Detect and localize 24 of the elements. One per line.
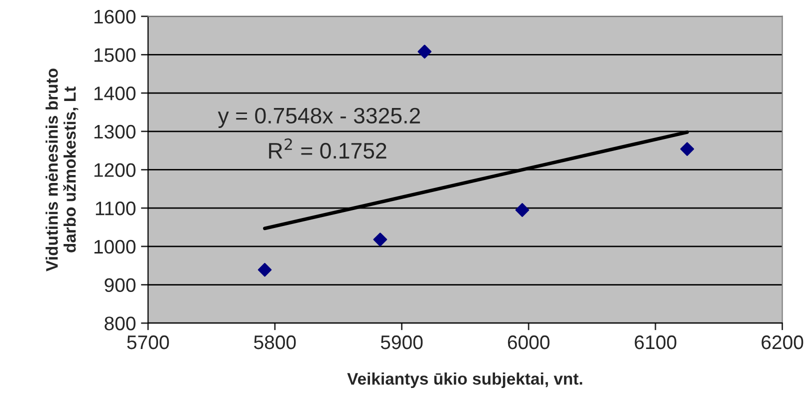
point xyxy=(680,142,694,156)
y-tick-label: 1300 xyxy=(94,124,136,139)
annotation: y = 0.7548x - 3325.2 xyxy=(218,108,420,128)
x-tick-label: 5700 xyxy=(127,335,169,350)
x-tick-label: 6200 xyxy=(762,335,804,350)
x-tick-label: 6100 xyxy=(634,335,676,350)
x-axis-title: Veikiantys ūkio subjektai, vnt. xyxy=(347,372,582,388)
y-tick-label: 1400 xyxy=(94,86,136,100)
y-tick-label: 800 xyxy=(104,316,136,330)
y-tick-label: 1600 xyxy=(94,10,136,24)
point xyxy=(418,44,432,59)
point xyxy=(515,203,530,217)
point xyxy=(258,262,272,277)
x-tick-label: 5800 xyxy=(254,335,296,350)
y-tick-label: 1000 xyxy=(94,240,136,254)
x-tick-label: 5900 xyxy=(380,335,423,350)
x-tick-label: 6000 xyxy=(508,335,550,350)
y-tick-label: 900 xyxy=(104,278,136,292)
y-tick-label: 1200 xyxy=(94,163,136,177)
annotation: R$^{2}$ = 0.1752 xyxy=(269,138,386,159)
y-tick-label: 1100 xyxy=(96,202,136,216)
point xyxy=(373,232,388,246)
y-axis-title: Vidutinis mėnesinis bruto darbo užmokestis, Lt xyxy=(46,68,78,272)
y-tick-label: 1500 xyxy=(94,48,136,62)
